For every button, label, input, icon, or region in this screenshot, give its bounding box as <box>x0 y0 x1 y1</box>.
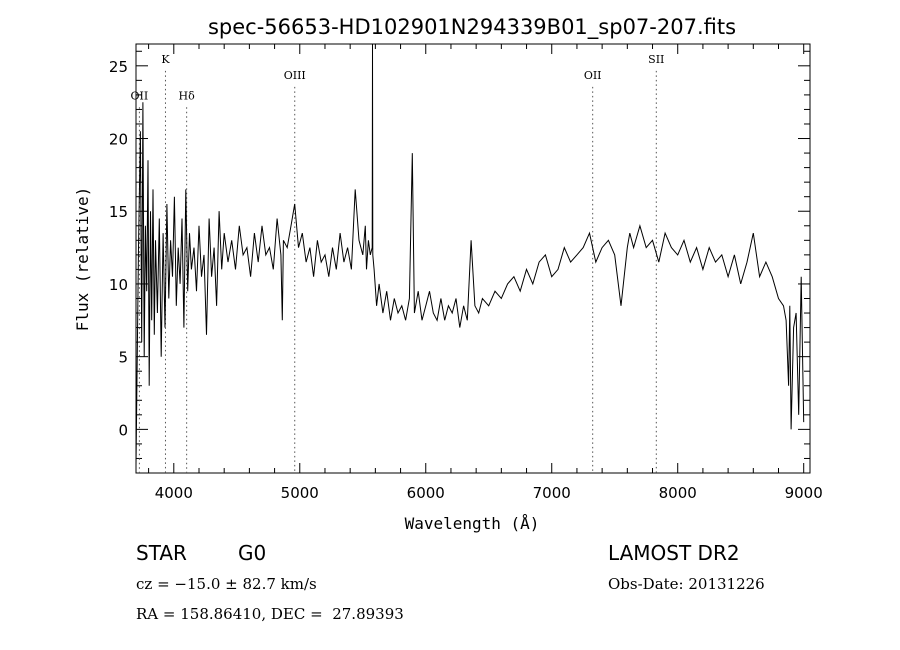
observation-date: Obs-Date: 20131226 <box>608 575 765 593</box>
spectral-line-label: OII <box>584 69 602 82</box>
x-tick-label: 8000 <box>659 484 697 502</box>
x-tick-label: 5000 <box>281 484 319 502</box>
redshift-velocity: cz = −15.0 ± 82.7 km/s <box>136 575 317 593</box>
x-axis-label: Wavelength (Å) <box>405 514 540 533</box>
x-tick-label: 4000 <box>155 484 193 502</box>
y-tick-label: 20 <box>109 131 128 149</box>
y-tick-label: 5 <box>118 349 128 367</box>
y-tick-label: 15 <box>109 203 128 221</box>
y-axis-label: Flux (relative) <box>73 187 92 332</box>
spectral-line-label: SII <box>648 53 664 66</box>
spectral-line-label: OIII <box>284 69 306 82</box>
x-tick-label: 7000 <box>533 484 571 502</box>
spectral-subclass: G0 <box>238 541 267 565</box>
spectral-line-label: Hδ <box>179 89 196 102</box>
spectrum-line <box>135 43 805 466</box>
x-tick-label: 6000 <box>407 484 445 502</box>
y-tick-label: 25 <box>109 58 128 76</box>
chart-title: spec-56653-HD102901N294339B01_sp07-207.f… <box>208 15 736 40</box>
survey-name: LAMOST DR2 <box>608 541 740 565</box>
object-class: STAR <box>136 541 187 565</box>
sky-coordinates: RA = 158.86410, DEC = 27.89393 <box>136 605 404 623</box>
plot-area: 4000 5000 6000 7000 8000 90000510152025OIIKHδ… <box>109 43 823 502</box>
y-tick-label: 0 <box>118 421 128 439</box>
spectral-line-label: K <box>161 53 170 66</box>
y-tick-label: 10 <box>109 276 128 294</box>
plot-frame <box>135 43 811 474</box>
x-tick-label: 9000 <box>785 484 823 502</box>
spectral-line-label: OII <box>131 89 149 102</box>
